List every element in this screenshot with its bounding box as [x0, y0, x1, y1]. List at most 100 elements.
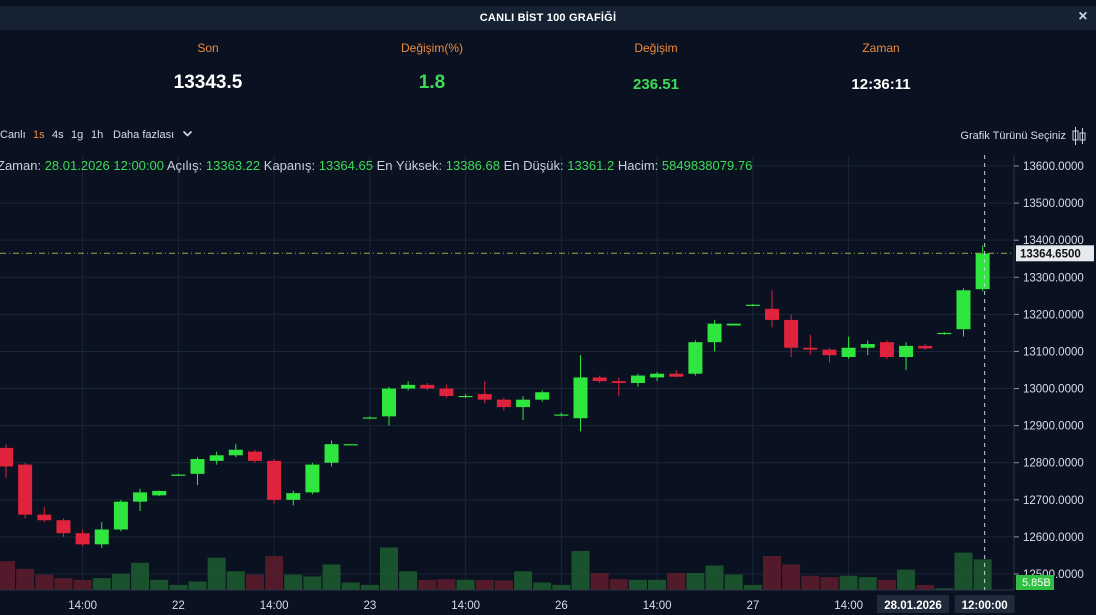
open-value: 13363.22: [205, 158, 261, 173]
candle-body: [803, 347, 818, 350]
volume-bar: [763, 556, 781, 590]
ticker-label: Zaman: [862, 41, 900, 55]
y-tick-label: 13200.0000: [1023, 309, 1084, 321]
volume-bar: [858, 577, 877, 590]
candle-body: [592, 377, 607, 382]
time-label: Zaman:: [0, 158, 42, 173]
volume-bars: [0, 547, 992, 590]
candle-body: [822, 349, 837, 356]
interval-4s[interactable]: 4s: [52, 129, 64, 141]
x-tick-label: 27: [746, 600, 759, 612]
candle-body: [496, 399, 511, 408]
ticker-label: Değişim: [634, 41, 678, 55]
y-axis: 13600.0000 13500.0000 13400.0000 13300.0000…: [1013, 155, 1096, 615]
y-tick-label: 13400.0000: [1023, 235, 1084, 247]
volume-bar: [360, 584, 379, 590]
low-label: En Düşük:: [503, 158, 564, 173]
candle-body: [382, 388, 396, 417]
ticker-value: 13343.5: [173, 72, 243, 93]
date-label-box: [877, 595, 949, 613]
crosshair-date-label: 28.01.2026: [884, 600, 942, 612]
candle-body: [0, 447, 13, 467]
crosshair-price-label: 13364.6500: [1020, 248, 1081, 260]
x-tick-label: 14:00: [643, 600, 672, 612]
high-value: 13386.68: [445, 158, 500, 173]
y-tick-label: 12900.0000: [1023, 421, 1084, 433]
y-tick-label: 13300.0000: [1023, 272, 1084, 284]
candle-body: [975, 253, 990, 290]
low-value: 13361.2: [567, 158, 615, 173]
volume-bar: [54, 578, 73, 590]
volume-bar: [590, 573, 609, 590]
y-tick-label: 13600.0000: [1023, 161, 1084, 173]
candle-body: [343, 444, 358, 446]
close-label: Kapanış:: [263, 158, 316, 173]
volume-bar: [686, 573, 705, 590]
x-tick-label: 23: [363, 600, 376, 612]
candle-body: [956, 290, 971, 330]
candle-body: [535, 392, 550, 400]
candle-body: [554, 414, 569, 416]
candle-body: [362, 417, 377, 419]
candlestick-icon[interactable]: [1072, 127, 1086, 145]
volume-bar: [935, 588, 954, 590]
chart-type-label[interactable]: Grafik Türünü Seçiniz: [960, 130, 1066, 142]
chart-grid: [0, 155, 1014, 590]
volume-bar: [341, 582, 360, 590]
candle-body: [841, 347, 856, 358]
candle-body: [152, 490, 167, 496]
volume-bar: [973, 559, 992, 590]
volume-bar: [245, 574, 264, 590]
volume-bar: [284, 574, 303, 590]
volume-bar: [399, 571, 418, 590]
candle-body: [899, 345, 914, 358]
candle-body: [401, 384, 416, 389]
high-label: En Yüksek:: [376, 158, 443, 173]
volume-bar: [916, 584, 935, 590]
interval-1g[interactable]: 1g: [71, 129, 84, 141]
volume-bar: [724, 574, 743, 590]
price-chart[interactable]: 13600.0000 13500.0000 13400.0000 13300.0000…: [0, 155, 1096, 615]
close-value: 13364.65: [318, 158, 373, 173]
volume-bar: [35, 574, 54, 590]
volume-bar: [188, 581, 207, 590]
volume-bar: [207, 557, 226, 590]
chevron-down-icon[interactable]: [182, 128, 193, 139]
candle-body: [267, 460, 282, 500]
volume-bar: [111, 573, 130, 590]
time-label-box: [954, 595, 1015, 613]
candle-body: [133, 492, 148, 502]
y-tick-label: 12600.0000: [1023, 532, 1084, 544]
volume-bar: [705, 565, 724, 590]
volume-bar: [303, 576, 322, 590]
candle-body: [784, 319, 799, 348]
candle-body: [630, 375, 645, 383]
volume-bar: [628, 579, 647, 590]
chart-type-selector[interactable]: Grafik Türünü Seçiniz: [960, 127, 1086, 145]
candle-body: [650, 373, 665, 378]
interval-canli[interactable]: Canlı: [0, 129, 26, 141]
volume-bar: [73, 579, 92, 590]
volume-label-box: [1016, 575, 1054, 590]
candle-body: [918, 345, 933, 349]
volume-bar: [648, 579, 667, 590]
y-tick-label: 12800.0000: [1023, 458, 1084, 470]
close-icon[interactable]: ×: [1078, 8, 1088, 25]
interval-1h[interactable]: 1h: [91, 129, 104, 141]
candle-body: [56, 520, 71, 534]
candle-body: [420, 384, 435, 389]
ticker-label: Son: [197, 41, 219, 55]
volume-bar: [16, 568, 35, 590]
candle-body: [228, 449, 243, 456]
more-intervals-button[interactable]: Daha fazlası: [113, 129, 175, 141]
chart-toolbar: Canlı 1s 4s 1g 1h Daha fazlası Grafik Tü…: [0, 122, 1096, 148]
candle-body: [190, 459, 205, 474]
volume-value: 5849838079.76: [661, 158, 753, 173]
volume-bar: [380, 547, 398, 590]
candle-body: [286, 493, 301, 500]
candle-body: [171, 474, 186, 476]
interval-1s[interactable]: 1s: [33, 129, 45, 141]
candle-body: [113, 501, 128, 530]
candle-body: [18, 464, 33, 515]
volume-bar: [743, 584, 762, 590]
